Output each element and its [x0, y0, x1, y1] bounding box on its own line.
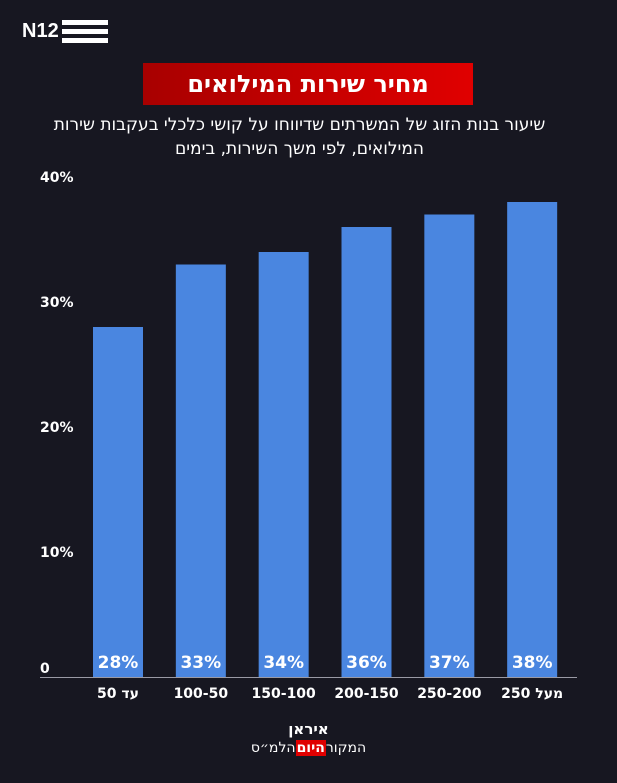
- bar: [93, 327, 143, 677]
- chart-title: מחיר שירות המילואים: [143, 63, 473, 105]
- bar-value-label: 33%: [180, 653, 221, 673]
- x-tick-label: מעל 250: [501, 686, 563, 702]
- x-tick-label: 250-200: [417, 686, 482, 702]
- y-tick-label: 0: [40, 661, 50, 677]
- x-tick-label: 150-100: [252, 686, 317, 702]
- logo-bars-icon: [61, 20, 108, 43]
- bar-value-label: 37%: [429, 653, 470, 673]
- bar: [424, 214, 475, 677]
- y-tick-label: 30%: [40, 295, 74, 311]
- source-prefix: המקור: [325, 740, 367, 756]
- bar-value-label: 38%: [512, 653, 553, 673]
- x-tick-label: 100-50: [174, 686, 229, 702]
- bar-value-label: 36%: [346, 653, 387, 673]
- bar: [258, 252, 309, 677]
- y-tick-label: 40%: [40, 170, 74, 186]
- bar: [507, 202, 558, 677]
- y-tick-label: 10%: [40, 545, 74, 561]
- bar: [341, 227, 392, 677]
- source-name: הלמ״ס: [250, 740, 296, 756]
- chart-subtitle: שיעור בנות הזוג של המשרתים שדיווחו על קו…: [53, 115, 546, 159]
- y-tick-label: 20%: [40, 420, 74, 436]
- source-logo: היום: [295, 740, 326, 756]
- x-tick-label: עד 50: [97, 686, 139, 702]
- bar: [175, 264, 226, 677]
- n12-logo: N12: [22, 20, 108, 43]
- bar-value-label: 34%: [263, 653, 304, 673]
- x-tick-label: 200-150: [334, 686, 399, 702]
- logo-text: N12: [22, 20, 59, 42]
- footer-brand: איראן: [288, 720, 329, 738]
- footer-source: המקורהיוםהלמ״ס: [0, 740, 617, 756]
- bar-value-label: 28%: [98, 653, 139, 673]
